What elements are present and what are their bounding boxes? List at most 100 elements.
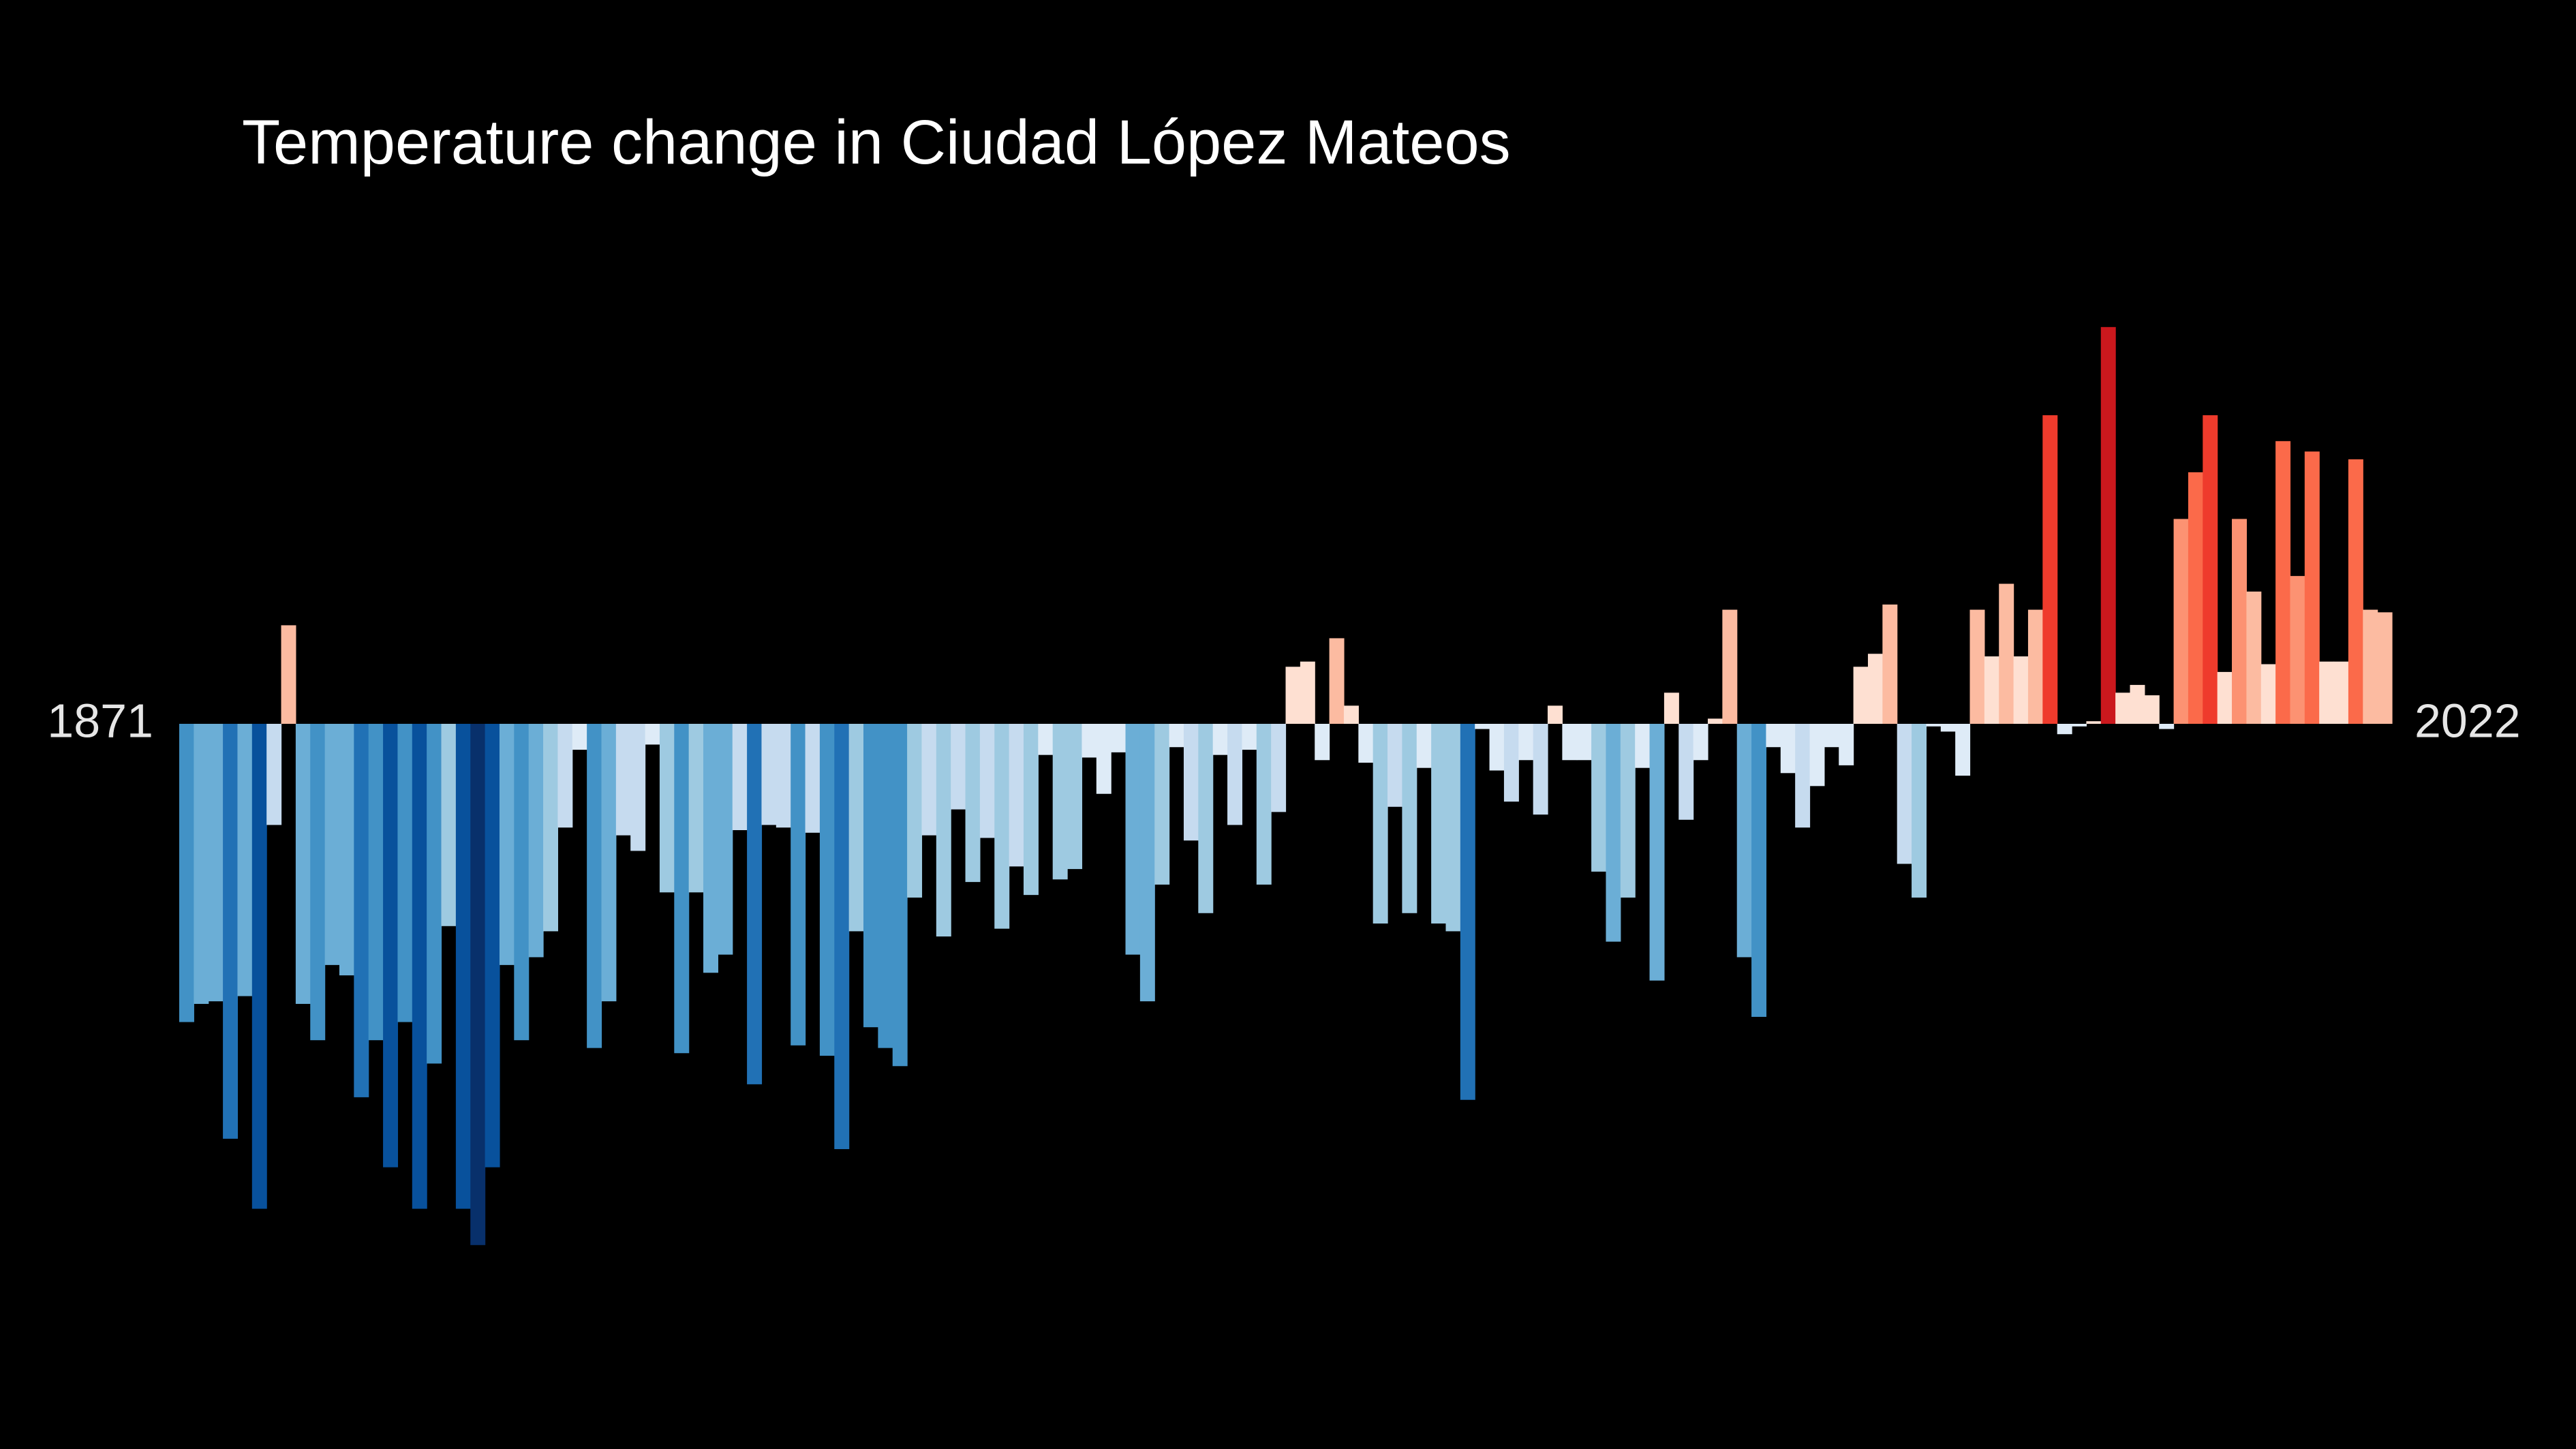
- bar-year-1895: [528, 724, 544, 958]
- bar-year-1921: [907, 724, 923, 898]
- bar-year-1944: [1242, 724, 1257, 750]
- bar-year-1971: [1635, 724, 1651, 768]
- bar-year-2014: [2260, 664, 2276, 724]
- bar-year-1875: [237, 724, 253, 996]
- bar-year-1903: [645, 724, 660, 745]
- bar-year-1879: [295, 724, 311, 1004]
- bar-year-1968: [1591, 724, 1607, 872]
- bar-year-1950: [1329, 638, 1345, 724]
- bar-year-1924: [951, 724, 966, 810]
- bar-year-1937: [1139, 724, 1155, 1002]
- bar-year-1936: [1125, 724, 1141, 955]
- bar-year-2012: [2232, 519, 2247, 724]
- bar-year-1902: [630, 724, 646, 851]
- bar-year-1981: [1780, 724, 1796, 774]
- bar-year-1886: [397, 724, 413, 1022]
- bar-year-1992: [1940, 724, 1956, 732]
- bar-year-1972: [1649, 724, 1665, 981]
- bar-year-1928: [1009, 724, 1024, 867]
- bar-year-1961: [1489, 724, 1505, 771]
- bar-year-1872: [194, 724, 209, 1004]
- bar-year-1883: [354, 724, 369, 1097]
- bar-year-1881: [324, 724, 340, 965]
- bar-year-1927: [994, 724, 1010, 929]
- bar-year-1997: [2013, 656, 2029, 724]
- bar-year-2006: [2144, 695, 2160, 724]
- bar-year-1995: [1984, 656, 1999, 724]
- bar-year-1931: [1052, 724, 1068, 880]
- bar-year-2011: [2217, 671, 2233, 724]
- start-year-label: 1871: [47, 694, 153, 747]
- bar-year-2018: [2319, 661, 2335, 724]
- bar-year-1978: [1736, 724, 1752, 958]
- bar-year-1976: [1707, 718, 1723, 724]
- bar-year-2020: [2348, 459, 2363, 724]
- bar-year-2004: [2115, 692, 2131, 724]
- bar-year-1987: [1867, 654, 1883, 724]
- bar-year-2007: [2159, 724, 2175, 729]
- bar-year-2013: [2246, 591, 2262, 724]
- bar-year-1960: [1475, 724, 1490, 729]
- bar-year-1935: [1111, 724, 1126, 752]
- bar-year-1877: [266, 724, 282, 825]
- bar-year-1923: [936, 724, 951, 937]
- bar-year-2022: [2377, 612, 2393, 724]
- bar-year-1894: [514, 724, 530, 1041]
- bar-year-1949: [1315, 724, 1330, 761]
- bar-year-1912: [776, 724, 791, 828]
- chart-title: Temperature change in Ciudad López Mateo…: [242, 108, 1511, 177]
- bar-year-1982: [1795, 724, 1811, 828]
- bar-year-2002: [2086, 721, 2102, 724]
- bar-year-1989: [1897, 724, 1912, 864]
- bar-year-1967: [1576, 724, 1592, 761]
- bar-year-1876: [251, 724, 267, 1209]
- bar-year-1943: [1227, 724, 1243, 825]
- bar-year-1915: [819, 724, 835, 1056]
- bar-year-1952: [1358, 724, 1374, 763]
- bar-year-1897: [557, 724, 573, 828]
- bar-year-1933: [1082, 724, 1097, 758]
- bar-year-1983: [1809, 724, 1825, 787]
- bar-year-1958: [1445, 724, 1461, 932]
- bar-year-1904: [659, 724, 675, 893]
- bar-year-1991: [1926, 724, 1942, 727]
- bar-year-1941: [1198, 724, 1214, 913]
- bar-year-2021: [2363, 609, 2378, 724]
- bar-year-1916: [834, 724, 850, 1150]
- bar-year-1994: [1969, 609, 1985, 724]
- bar-year-1922: [921, 724, 937, 836]
- bar-year-1889: [441, 724, 457, 926]
- bar-year-2016: [2290, 576, 2305, 724]
- bar-year-1986: [1853, 667, 1869, 724]
- bar-year-1974: [1678, 724, 1694, 820]
- bar-year-2010: [2203, 415, 2218, 724]
- bar-year-1890: [455, 724, 471, 1209]
- bar-year-1892: [485, 724, 500, 1168]
- bar-year-1884: [368, 724, 384, 1041]
- bar-year-1946: [1271, 724, 1287, 812]
- bar-year-1988: [1882, 604, 1898, 724]
- bar-year-1911: [761, 724, 777, 825]
- bar-year-1934: [1096, 724, 1111, 794]
- bar-year-1985: [1839, 724, 1854, 765]
- bar-year-1973: [1663, 692, 1679, 724]
- bar-year-1908: [718, 724, 733, 955]
- bar-year-1996: [1999, 583, 2014, 724]
- bar-year-1909: [732, 724, 748, 830]
- bar-year-1917: [848, 724, 864, 932]
- bar-year-1939: [1169, 724, 1184, 748]
- bar-year-1880: [310, 724, 326, 1041]
- bar-year-1955: [1402, 724, 1417, 913]
- bar-year-1979: [1751, 724, 1767, 1017]
- bar-year-1962: [1503, 724, 1519, 802]
- bar-year-1925: [965, 724, 981, 883]
- bar-year-1885: [383, 724, 399, 1168]
- bar-year-1970: [1620, 724, 1636, 898]
- bar-year-1993: [1955, 724, 1971, 776]
- bar-year-1910: [747, 724, 763, 1084]
- bar-year-1929: [1023, 724, 1039, 896]
- bar-year-1932: [1067, 724, 1083, 870]
- bar-year-1871: [179, 724, 194, 1022]
- bar-year-1930: [1038, 724, 1054, 755]
